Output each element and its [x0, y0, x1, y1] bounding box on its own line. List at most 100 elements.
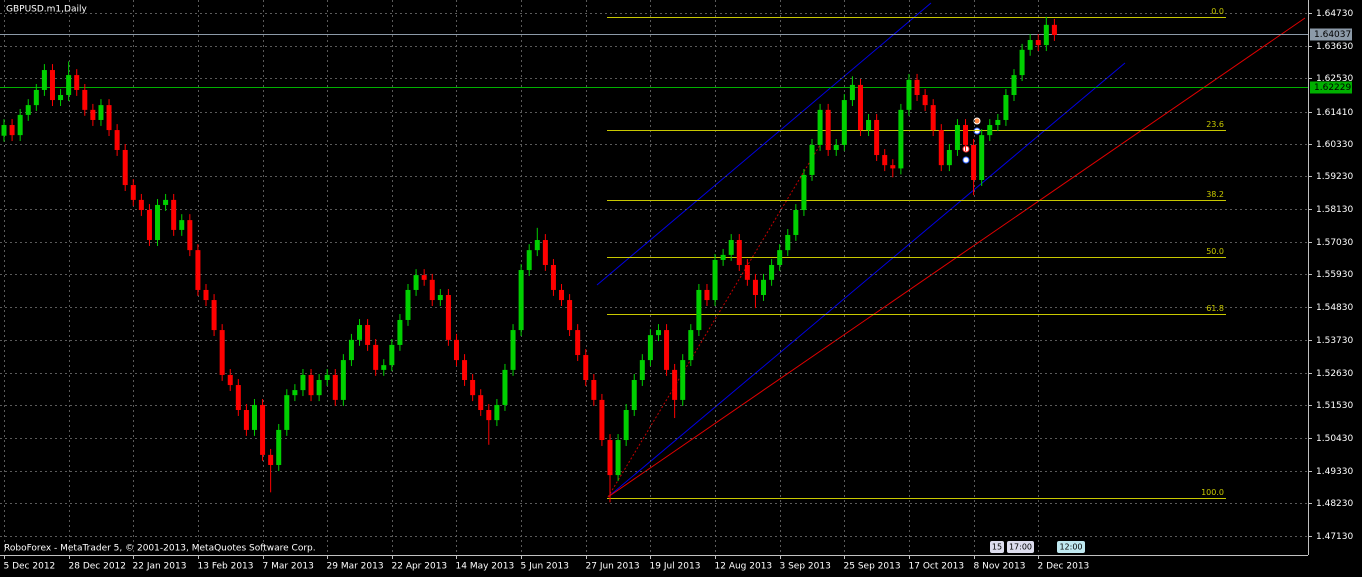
candle-body: [41, 70, 47, 90]
candle-body: [227, 374, 233, 386]
y-tick-label: 1.60330: [1316, 140, 1353, 150]
x-tick-label: 2 Dec 2013: [1038, 562, 1090, 572]
fib-label: 38.2: [1206, 190, 1224, 199]
candle-body: [171, 199, 177, 230]
candle-body: [1035, 40, 1041, 46]
candle-body: [550, 264, 556, 290]
x-tick-label: 12 Aug 2013: [715, 562, 773, 572]
candle-body: [397, 319, 403, 345]
candle-body: [785, 234, 791, 251]
y-tick-label: 1.59230: [1316, 172, 1353, 182]
candle-body: [357, 325, 363, 340]
candle-body: [542, 240, 548, 265]
x-tick-label: 7 Mar 2013: [263, 562, 314, 572]
y-tick-label: 1.54830: [1316, 303, 1353, 313]
y-tick-label: 1.57030: [1316, 238, 1353, 248]
x-tick-label: 13 Feb 2013: [198, 562, 254, 572]
x-tick-label: 22 Apr 2013: [392, 562, 448, 572]
candle-body: [292, 390, 298, 396]
candle-body: [348, 339, 354, 361]
candle-body: [752, 279, 758, 296]
candle-body: [607, 440, 613, 476]
time-marker-box: [990, 541, 1004, 553]
drawings: [0, 0, 1308, 555]
candle-body: [954, 125, 960, 150]
candle-body: [518, 270, 524, 331]
y-tick-label: 1.50430: [1316, 434, 1353, 444]
candle-body: [866, 119, 872, 131]
trade-marker: [962, 156, 970, 164]
candle-body: [365, 325, 371, 345]
y-tick-label: 1.62530: [1316, 74, 1353, 84]
fib-label: 50.0: [1206, 247, 1224, 256]
y-tick-label: 1.52630: [1316, 369, 1353, 379]
candle-body: [163, 199, 169, 205]
candle-body: [793, 210, 799, 235]
candle-body: [599, 399, 605, 441]
candle-body: [308, 374, 314, 396]
candle-body: [276, 429, 282, 465]
candle-body: [187, 220, 193, 251]
candle-body: [381, 365, 387, 370]
candle-body: [769, 264, 775, 280]
candle-body: [930, 105, 936, 131]
time-marker: 12:00: [1059, 543, 1082, 552]
candle-body: [672, 369, 678, 400]
candle-body: [155, 204, 161, 241]
candle-body: [987, 125, 993, 136]
candle-body: [559, 289, 565, 301]
candle-body: [906, 79, 912, 110]
candle-body: [502, 369, 508, 405]
candle-body: [58, 95, 64, 101]
price-label: 1.64037: [1314, 30, 1351, 40]
candle-body: [251, 404, 257, 430]
candle-body: [655, 330, 661, 336]
candle-body: [1003, 95, 1009, 120]
candle-body: [575, 330, 581, 356]
chart-title: GBPUSD.m1,Daily: [6, 5, 87, 15]
candle-body: [995, 119, 1001, 126]
candle-body: [720, 254, 726, 260]
candle-body: [664, 330, 670, 370]
y-tick-label: 1.53730: [1316, 336, 1353, 346]
price-label-box: [1310, 81, 1352, 94]
fib-label: 100.0: [1201, 488, 1224, 497]
y-tick-label: 1.49330: [1316, 467, 1353, 477]
x-tick-label: 17 Oct 2013: [909, 562, 965, 572]
candle-body: [647, 335, 653, 361]
candle-body: [98, 105, 104, 120]
candle-body: [494, 404, 500, 421]
channel-line: [596, 2, 932, 286]
candle-body: [429, 279, 435, 301]
x-tick-label: 27 Jun 2013: [586, 562, 640, 572]
candle-body: [1019, 49, 1025, 76]
candle-body: [405, 289, 411, 320]
candle-body: [332, 374, 338, 400]
time-marker: 15: [992, 543, 1002, 552]
candle-body: [938, 130, 944, 166]
candle-body: [316, 379, 322, 396]
price-label: 1.62229: [1314, 83, 1351, 93]
candle-body: [712, 259, 718, 301]
candle-body: [777, 250, 783, 265]
candle-body: [235, 385, 241, 411]
x-tick-label: 5 Dec 2012: [4, 562, 56, 572]
candle-body: [195, 250, 201, 290]
time-marker-box: [1007, 541, 1034, 553]
candle-body: [49, 70, 55, 101]
candle-body: [849, 84, 855, 101]
x-tick-label: 5 Jun 2013: [521, 562, 569, 572]
candle-body: [1051, 24, 1057, 35]
footer: RoboForex - MetaTrader 5, © 2001-2013, M…: [4, 544, 316, 554]
candle-body: [801, 174, 807, 211]
candle-body: [421, 275, 427, 280]
candle-body: [211, 300, 217, 331]
candle-body: [922, 95, 928, 106]
candle-body: [130, 185, 136, 200]
candle-body: [470, 379, 476, 396]
candle-body: [833, 144, 839, 150]
y-tick-label: 1.61410: [1316, 108, 1353, 118]
candle-body: [373, 344, 379, 370]
candle-body: [744, 264, 750, 280]
